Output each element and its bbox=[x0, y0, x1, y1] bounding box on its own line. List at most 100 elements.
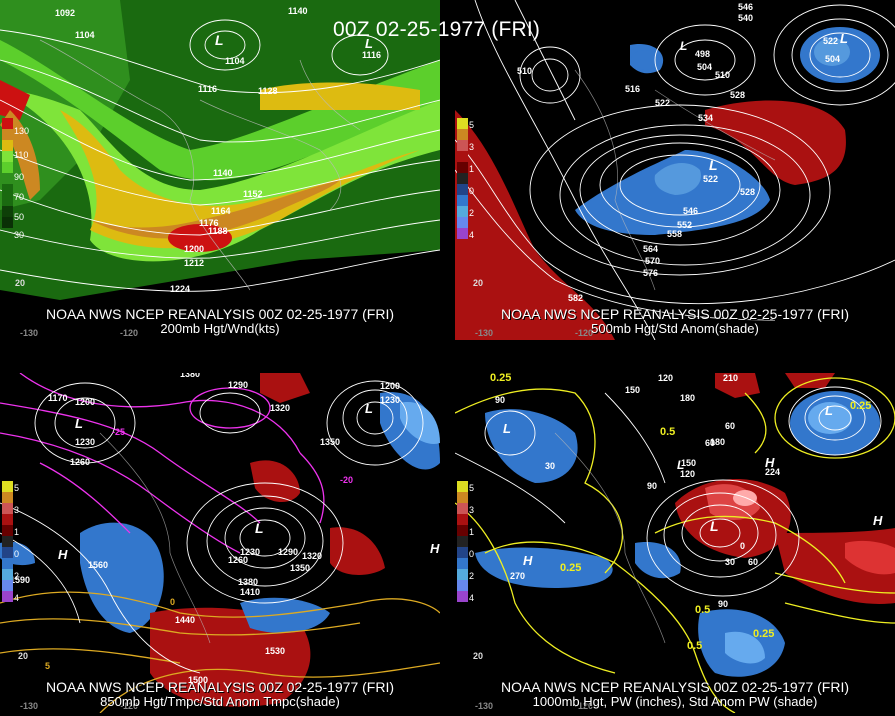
lon-label: -120 bbox=[575, 701, 593, 711]
high-marker: H bbox=[523, 553, 533, 568]
contour-label: 1230 bbox=[75, 437, 95, 447]
contour-label: 528 bbox=[730, 90, 745, 100]
contour-label: 1290 bbox=[278, 547, 298, 557]
lat-label: 20 bbox=[473, 278, 483, 288]
contour-label: 1176 bbox=[199, 218, 219, 228]
contour-label: 546 bbox=[683, 206, 698, 216]
high-marker: H bbox=[430, 541, 440, 556]
contour-label: 60 bbox=[725, 421, 735, 431]
contour-label: 180 bbox=[710, 437, 725, 447]
contour-label: 1290 bbox=[228, 380, 248, 390]
lat-label: 20 bbox=[473, 651, 483, 661]
low-marker: L bbox=[680, 39, 687, 53]
contour-label: 1200 bbox=[380, 381, 400, 391]
contour-label: 540 bbox=[738, 13, 753, 23]
panel-200mb: 1092 1104 1104 1116 1128 1140 1152 1164 … bbox=[0, 0, 440, 340]
legend-label: 5 bbox=[469, 483, 475, 493]
contour-label: 60 bbox=[705, 438, 715, 448]
panel-500mb: 546 540 510 498 504 510 516 522 528 534 … bbox=[455, 0, 895, 340]
lat-label: 20 bbox=[18, 651, 28, 661]
contour-label: 570 bbox=[645, 256, 660, 266]
contour-label: 516 bbox=[625, 84, 640, 94]
contour-label: 1230 bbox=[240, 547, 260, 557]
contour-label: 498 bbox=[695, 49, 710, 59]
contour-label: 522 bbox=[655, 98, 670, 108]
legend-label: 4 bbox=[469, 593, 475, 603]
contour-label: 0 bbox=[740, 541, 745, 551]
contour-label: 150 bbox=[625, 385, 640, 395]
contour-label: 1380 bbox=[238, 577, 258, 587]
panel-1000mb: 120 150 180 210 90 60 30 0 30 60 90 120 … bbox=[455, 373, 895, 713]
contour-label: 510 bbox=[517, 66, 532, 76]
contour-label: 1530 bbox=[265, 646, 285, 656]
contour-label: 90 bbox=[718, 599, 728, 609]
contour-label: 60 bbox=[748, 557, 758, 567]
pw-label: 0.5 bbox=[687, 640, 702, 652]
contour-label: 582 bbox=[568, 293, 583, 303]
legend-label: 4 bbox=[469, 230, 475, 240]
legend-label: 0 bbox=[14, 549, 20, 559]
legend-label: 50 bbox=[14, 212, 25, 222]
contour-label: 1560 bbox=[88, 560, 108, 570]
contour-label: 30 bbox=[545, 461, 555, 471]
low-marker: L bbox=[709, 157, 718, 173]
contour-label: 1260 bbox=[228, 555, 248, 565]
pw-label: 0.25 bbox=[753, 628, 774, 640]
map-1000mb: 120 150 180 210 90 60 30 0 30 60 90 120 … bbox=[455, 373, 895, 713]
contour-label: 224 bbox=[765, 467, 780, 477]
contour-label: 546 bbox=[738, 2, 753, 12]
legend-label: 3 bbox=[469, 142, 475, 152]
low-marker: L bbox=[75, 416, 83, 431]
lon-label: -130 bbox=[20, 701, 38, 711]
contour-label: 90 bbox=[495, 395, 505, 405]
legend-label: 4 bbox=[14, 593, 20, 603]
legend-label: 1 bbox=[469, 527, 475, 537]
contour-label: 1104 bbox=[225, 56, 245, 66]
contour-label: 510 bbox=[715, 70, 730, 80]
colorbar-850mb bbox=[2, 481, 13, 602]
contour-label: 564 bbox=[643, 244, 658, 254]
contour-label: 534 bbox=[698, 113, 713, 123]
contour-label: 210 bbox=[723, 373, 738, 383]
contour-label: 1260 bbox=[70, 457, 90, 467]
contour-label: 1410 bbox=[240, 587, 260, 597]
contour-label: 1116 bbox=[362, 50, 381, 60]
legend-label: 90 bbox=[14, 172, 25, 182]
pw-label: 0.25 bbox=[850, 400, 871, 412]
low-marker: L bbox=[365, 36, 373, 51]
high-marker: H bbox=[765, 455, 775, 470]
contour-label: 1230 bbox=[380, 395, 400, 405]
contour-label: 576 bbox=[643, 268, 658, 278]
contour-label: 528 bbox=[740, 187, 755, 197]
colorbar-500mb bbox=[457, 118, 468, 239]
contour-label: 522 bbox=[703, 174, 718, 184]
legend-label: 70 bbox=[14, 192, 25, 202]
contour-label: 1500 bbox=[188, 675, 208, 685]
contour-label: 1224 bbox=[170, 284, 190, 294]
contour-label: 1170 bbox=[48, 393, 68, 403]
lon-label: -120 bbox=[120, 328, 138, 338]
contour-label: 1104 bbox=[75, 30, 95, 40]
contour-label: 1350 bbox=[290, 563, 310, 573]
temp-label: 5 bbox=[45, 661, 50, 671]
high-marker: H bbox=[58, 547, 68, 562]
legend-label: 2 bbox=[14, 571, 20, 581]
contour-label: 1212 bbox=[184, 258, 204, 268]
contour-label: 1590 bbox=[10, 575, 30, 585]
pw-label: 0.25 bbox=[560, 562, 581, 574]
map-200mb: 1092 1104 1104 1116 1128 1140 1152 1164 … bbox=[0, 0, 440, 338]
low-marker: L bbox=[710, 518, 719, 534]
lon-label: -130 bbox=[475, 328, 493, 338]
contour-label: 1200 bbox=[184, 244, 204, 254]
low-marker: L bbox=[825, 403, 833, 418]
legend-label: 110 bbox=[14, 150, 29, 160]
low-marker: L bbox=[677, 458, 684, 472]
legend-label: 0 bbox=[469, 549, 475, 559]
colorbar-1000mb bbox=[457, 481, 468, 602]
temp-label: -25 bbox=[112, 427, 125, 437]
map-500mb: 546 540 510 498 504 510 516 522 528 534 … bbox=[455, 0, 895, 340]
contour-label: 90 bbox=[647, 481, 657, 491]
legend-label: 130 bbox=[14, 126, 30, 136]
low-marker: L bbox=[503, 421, 511, 436]
lat-label: 20 bbox=[15, 278, 25, 288]
